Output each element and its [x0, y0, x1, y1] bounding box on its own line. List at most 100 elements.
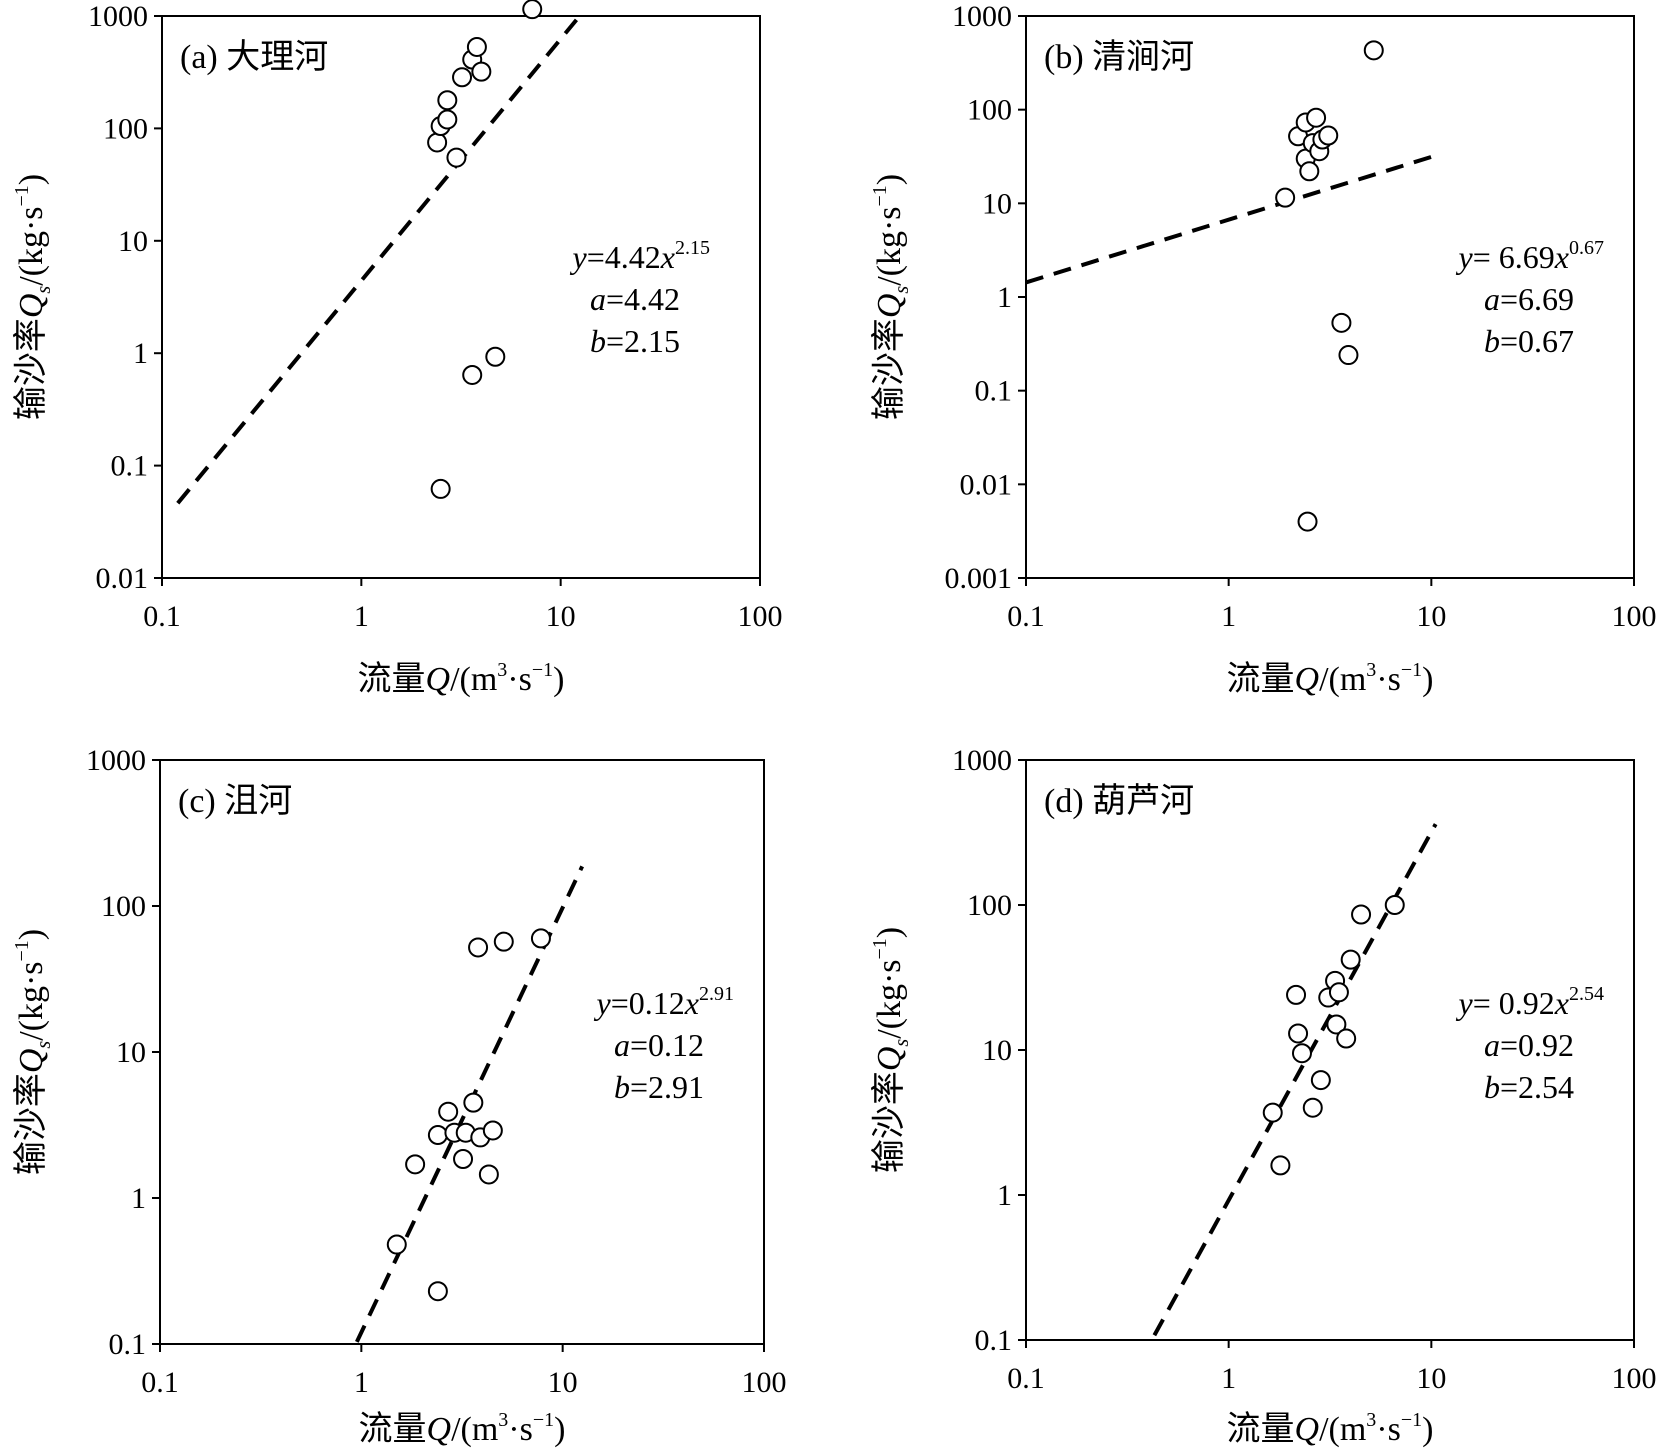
x-tick-label: 1 — [354, 600, 369, 633]
data-point — [466, 36, 487, 57]
data-point — [463, 1092, 484, 1113]
data-point — [427, 132, 448, 153]
data-point — [1318, 125, 1339, 146]
panel-title: (b) 清涧河 — [1044, 39, 1194, 76]
y-tick-label: 0.1 — [975, 1324, 1013, 1357]
y-axis-title: 输沙率Qs/(kg·s−1) — [11, 929, 55, 1175]
y-tick-label: 0.001 — [945, 562, 1013, 595]
data-point — [1288, 1023, 1309, 1044]
y-tick-label: 100 — [967, 889, 1012, 922]
x-tick-label: 10 — [1416, 1362, 1446, 1395]
y-tick-label: 1000 — [86, 744, 146, 777]
x-tick-label: 10 — [1416, 600, 1446, 633]
x-tick-label: 100 — [738, 600, 783, 633]
data-point — [1302, 1097, 1323, 1118]
fit-param-b: b=2.54 — [1484, 1069, 1574, 1105]
data-point — [522, 0, 543, 20]
x-tick-label: 10 — [548, 1366, 578, 1399]
fit-param-a: a=6.69 — [1484, 281, 1574, 317]
data-point — [386, 1234, 407, 1255]
data-point — [430, 478, 451, 499]
x-tick-label: 0.1 — [1007, 1362, 1045, 1395]
fit-param-a: a=0.92 — [1484, 1027, 1574, 1063]
x-tick-label: 1 — [1221, 600, 1236, 633]
y-tick-label: 10 — [118, 225, 148, 258]
data-point — [437, 90, 458, 111]
data-point — [1384, 895, 1405, 915]
fit-param-a: a=0.12 — [614, 1027, 704, 1063]
data-point — [1270, 1155, 1291, 1176]
chart-panel-2: 0.1 1 10 100 0.001 0.01 0.1 1 10 100 1000 (b) 清涧河 y=… — [869, 0, 1657, 698]
x-tick-label: 0.1 — [143, 600, 181, 633]
y-tick-label: 0.1 — [109, 1328, 147, 1361]
fit-param-b: b=0.67 — [1484, 323, 1574, 359]
chart-panel-4: 0.1 1 10 100 0.1 1 10 100 1000 (d) 葫芦河 y= 0.92x2.5… — [869, 744, 1657, 1448]
data-point — [462, 364, 483, 385]
data-point — [453, 1148, 474, 1169]
data-point — [437, 109, 458, 130]
x-tick-label: 100 — [742, 1366, 787, 1399]
data-point — [485, 346, 506, 367]
data-point — [1338, 345, 1359, 366]
fit-equation: y=0.12x2.91 — [594, 983, 734, 1021]
data-point — [1286, 984, 1307, 1005]
x-axis-title: 流量Q/(m3·s−1) — [359, 1409, 566, 1448]
y-axis-title: 输沙率Qs/(kg·s−1) — [11, 174, 55, 420]
y-tick-label: 1000 — [952, 744, 1012, 777]
data-point — [1297, 511, 1318, 532]
fit-param-a: a=4.42 — [590, 281, 680, 317]
data-point — [478, 1164, 499, 1185]
fit-equation: y= 6.69x0.67 — [1456, 237, 1604, 275]
data-point — [405, 1154, 426, 1175]
y-axis-title: 输沙率Qs/(kg·s−1) — [869, 174, 913, 420]
x-tick-label: 1 — [1221, 1362, 1236, 1395]
data-point — [468, 937, 489, 958]
data-point — [427, 1125, 448, 1146]
data-point — [446, 147, 467, 168]
y-tick-label: 1 — [997, 1179, 1012, 1212]
y-tick-label: 10 — [116, 1036, 146, 1069]
data-point — [482, 1120, 503, 1141]
fit-equation: y= 0.92x2.54 — [1456, 983, 1604, 1021]
y-tick-label: 1000 — [952, 0, 1012, 33]
y-tick-label: 1 — [131, 1182, 146, 1215]
x-tick-label: 0.1 — [141, 1366, 179, 1399]
fit-param-b: b=2.15 — [590, 323, 680, 359]
data-point — [452, 67, 473, 88]
x-axis-title: 流量Q/(m3·s−1) — [1227, 1409, 1434, 1448]
y-tick-label: 0.1 — [975, 375, 1013, 408]
data-point — [1299, 161, 1320, 182]
y-tick-label: 1000 — [88, 0, 148, 33]
plot-frame — [161, 15, 761, 579]
data-point — [1363, 40, 1384, 61]
y-tick-label: 0.01 — [960, 468, 1013, 501]
y-axis-title: 输沙率Qs/(kg·s−1) — [869, 927, 913, 1173]
data-point — [471, 61, 492, 82]
data-point — [1306, 107, 1327, 128]
chart-panel-1: 0.1 1 10 100 0.01 0.1 1 10 100 1000 (a) 大理河 y=4.42x… — [11, 0, 783, 698]
panel-title: (c) 沮河 — [178, 783, 292, 820]
y-tick-label: 10 — [982, 187, 1012, 220]
fit-equation: y=4.42x2.15 — [570, 237, 710, 275]
data-point — [530, 928, 551, 949]
data-point — [1326, 1014, 1347, 1035]
y-tick-label: 100 — [101, 890, 146, 923]
data-point — [1340, 949, 1361, 970]
data-point — [1291, 1043, 1312, 1064]
x-tick-label: 0.1 — [1007, 600, 1045, 633]
data-point — [1351, 904, 1372, 925]
fit-line — [176, 18, 578, 505]
chart-panel-3: 0.1 1 10 100 0.1 1 10 100 1000 (c) 沮河 y=0.12x2.91 a… — [11, 744, 787, 1448]
x-tick-label: 100 — [1612, 1362, 1657, 1395]
data-point — [1262, 1102, 1283, 1123]
data-point — [1331, 312, 1352, 333]
panel-title: (d) 葫芦河 — [1044, 782, 1194, 820]
y-tick-label: 1 — [997, 281, 1012, 314]
y-tick-label: 100 — [967, 94, 1012, 127]
data-point — [438, 1101, 459, 1122]
y-tick-label: 0.01 — [96, 562, 149, 595]
x-tick-label: 1 — [354, 1366, 369, 1399]
panel-title: (a) 大理河 — [180, 38, 328, 76]
data-point — [1336, 1028, 1357, 1049]
